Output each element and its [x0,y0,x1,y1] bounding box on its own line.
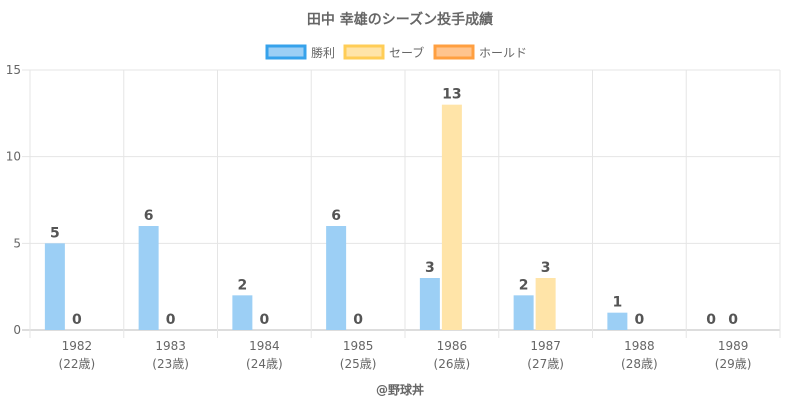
value-label-1-1: 0 [166,312,176,328]
value-label-1-3: 0 [353,312,363,328]
x-tick-label: (29歳) [715,357,752,371]
value-label-0-3: 6 [331,208,341,224]
y-tick-label: 0 [13,323,21,337]
bar-0-0 [44,243,65,330]
value-label-0-7: 0 [706,312,716,328]
value-label-0-4: 3 [425,260,435,276]
x-tick-label: (22歳) [59,357,96,371]
value-label-0-5: 2 [519,277,529,293]
x-tick-label: (28歳) [621,357,658,371]
legend-label: ホールド [479,46,527,60]
bar-0-6 [607,312,628,330]
chart-title: 田中 幸雄のシーズン投手成績 [307,11,493,28]
y-tick-label: 15 [6,63,21,77]
x-tick-label: (24歳) [246,357,283,371]
x-tick-label: 1989 [718,339,749,353]
value-label-0-1: 6 [144,208,154,224]
y-tick-label: 10 [6,150,21,164]
value-label-1-0: 0 [72,312,82,328]
bars [44,104,628,331]
legend-item-0[interactable]: 勝利 [265,44,335,60]
bar-0-3 [326,226,347,330]
value-label-1-4: 13 [442,87,461,103]
value-label-1-2: 0 [260,312,270,328]
value-label-1-5: 3 [541,260,551,276]
bar-0-2 [232,295,253,330]
x-tick-label: (26歳) [434,357,471,371]
value-label-1-6: 0 [635,312,645,328]
bar-0-1 [138,226,159,330]
value-label-0-2: 2 [238,277,248,293]
bar-1-5 [535,278,556,330]
legend-label: 勝利 [311,45,335,60]
x-tick-label: 1988 [624,339,655,353]
legend-swatch [433,44,475,60]
legend-label: セーブ [389,45,424,60]
x-tick-label: 1982 [62,339,93,353]
bar-0-5 [513,295,534,330]
y-axis: 0 5 10 15 [6,63,21,337]
x-tick-label: 1987 [530,339,561,353]
x-axis: 1982 (22歳) 1983 (23歳) 1984 (24歳) 1985 (25歳) 1986… [59,339,752,371]
legend-item-1[interactable]: セーブ [343,44,424,60]
value-label-0-0: 5 [50,225,60,241]
legend: 勝利 セーブ ホールド [265,44,527,60]
x-tick-label: (25歳) [340,357,377,371]
value-label-0-6: 1 [613,295,623,311]
legend-swatch [343,44,385,60]
value-label-1-7: 0 [728,312,738,328]
grid [22,69,781,338]
bar-1-4 [441,104,462,331]
x-axis-label: @野球丼 [376,382,424,397]
legend-item-2[interactable]: ホールド [433,44,527,60]
x-tick-label: 1984 [249,339,280,353]
y-tick-label: 5 [13,236,21,250]
x-tick-label: (27歳) [527,357,564,371]
x-tick-label: (23歳) [152,357,189,371]
legend-swatch [265,44,307,60]
x-tick-label: 1985 [343,339,374,353]
x-tick-label: 1986 [437,339,468,353]
x-tick-label: 1983 [155,339,186,353]
bar-0-4 [419,278,440,330]
